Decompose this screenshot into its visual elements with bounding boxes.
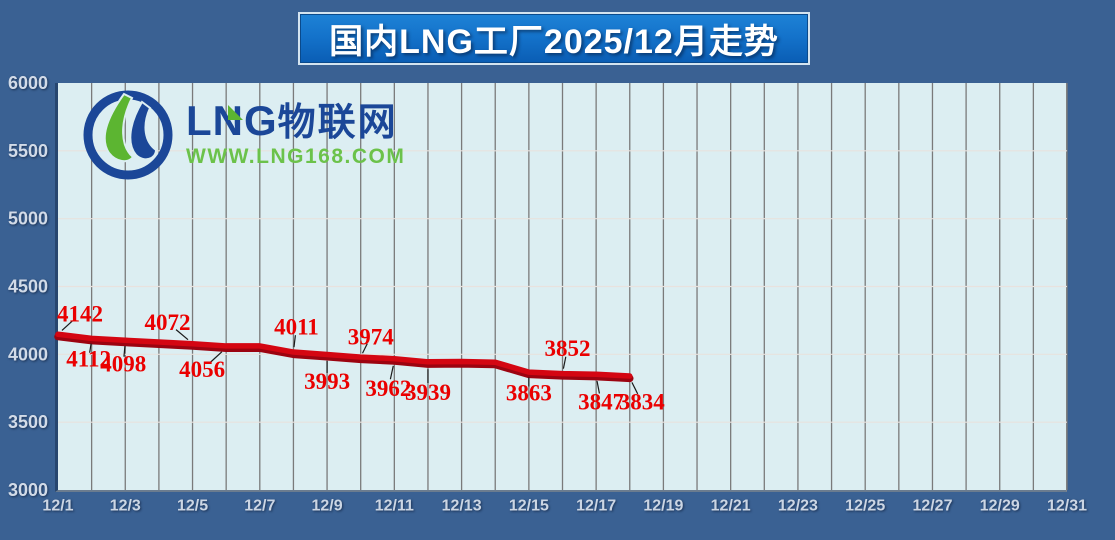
x-tick-label: 12/25 bbox=[845, 498, 885, 515]
x-tick-label: 12/13 bbox=[442, 498, 482, 515]
y-tick-label: 3500 bbox=[8, 412, 48, 432]
brand-letter-n: N bbox=[212, 97, 244, 144]
x-tick-label: 12/27 bbox=[912, 498, 952, 515]
data-point-label: 3863 bbox=[506, 380, 552, 405]
label-leader-line bbox=[61, 320, 73, 331]
x-tick-label: 12/1 bbox=[42, 498, 73, 515]
chart-title-bar: 国内LNG工厂2025/12月走势 bbox=[298, 12, 810, 65]
logo-brand-title: LNG物联网 bbox=[186, 97, 405, 144]
label-leader-line bbox=[293, 335, 297, 348]
x-tick-label: 12/23 bbox=[778, 498, 818, 515]
x-tick-label: 12/31 bbox=[1047, 498, 1087, 515]
x-tick-label: 12/15 bbox=[509, 498, 549, 515]
x-tick-label: 12/5 bbox=[177, 498, 208, 515]
label-leader-line bbox=[389, 365, 394, 380]
data-point-label: 3962 bbox=[365, 376, 411, 401]
data-point-label: 3834 bbox=[619, 389, 666, 414]
data-point-label: 3847 bbox=[578, 390, 624, 415]
x-tick-label: 12/29 bbox=[980, 498, 1020, 515]
label-leader-line bbox=[209, 351, 223, 363]
x-tick-label: 12/17 bbox=[576, 498, 616, 515]
label-leader-line bbox=[89, 343, 92, 353]
data-point-label: 4056 bbox=[179, 357, 225, 382]
logo-website-url: WWW.LNG168.COM bbox=[186, 145, 406, 168]
label-leader-line bbox=[361, 343, 368, 354]
lng-logo-text: LNG物联网 WWW.LNG168.COM bbox=[186, 86, 406, 168]
label-leader-line bbox=[123, 346, 126, 357]
brand-letter-l: L bbox=[186, 97, 213, 144]
data-point-label: 4112 bbox=[66, 347, 111, 372]
brand-letter-g: G bbox=[244, 97, 278, 144]
data-point-label: 3852 bbox=[545, 336, 591, 361]
data-point-label: 4098 bbox=[100, 352, 146, 377]
data-point-label: 3974 bbox=[348, 324, 395, 349]
label-leader-line bbox=[596, 380, 601, 394]
chart-title: 国内LNG工厂2025/12月走势 bbox=[329, 23, 779, 61]
y-tick-label: 3000 bbox=[8, 480, 48, 500]
label-leader-line bbox=[175, 329, 189, 341]
label-leader-line bbox=[631, 382, 639, 395]
x-tick-label: 12/9 bbox=[311, 498, 342, 515]
data-point-label: 4142 bbox=[57, 302, 103, 327]
y-tick-label: 5000 bbox=[8, 209, 48, 229]
data-point-label: 4011 bbox=[274, 314, 319, 339]
x-tick-label: 12/21 bbox=[711, 498, 751, 515]
x-tick-label: 12/3 bbox=[110, 498, 141, 515]
brand-chinese-name: 物联网 bbox=[277, 102, 398, 144]
lng-watermark-logo: LNG物联网 WWW.LNG168.COM bbox=[80, 86, 405, 186]
x-tick-label: 12/11 bbox=[375, 498, 414, 515]
y-tick-label: 5500 bbox=[8, 141, 48, 161]
y-tick-label: 6000 bbox=[8, 73, 48, 93]
price-line bbox=[55, 331, 633, 379]
x-tick-label: 12/7 bbox=[244, 498, 275, 515]
data-point-label: 4072 bbox=[145, 310, 191, 335]
lng-logo-flame-icon bbox=[83, 90, 173, 180]
y-tick-label: 4000 bbox=[8, 344, 48, 364]
y-tick-label: 4500 bbox=[8, 277, 48, 297]
label-leader-line bbox=[562, 356, 567, 369]
x-tick-label: 12/19 bbox=[643, 498, 683, 515]
data-point-label: 3939 bbox=[405, 380, 451, 405]
data-point-label: 3993 bbox=[304, 369, 350, 394]
